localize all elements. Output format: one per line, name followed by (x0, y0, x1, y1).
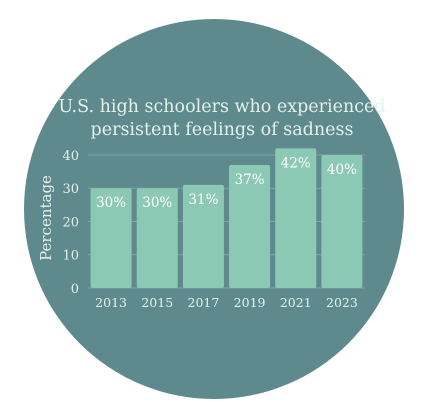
y-tick-label: 0 (71, 282, 79, 297)
x-tick-label: 2023 (326, 295, 358, 310)
bar-2021 (275, 148, 317, 288)
bar-2013 (90, 188, 132, 288)
bar-value-label: 42% (281, 155, 311, 171)
chart-title-line-1: U.S. high schoolers who experienced (58, 97, 385, 117)
x-tick-label: 2021 (280, 295, 312, 310)
y-tick-label: 30 (62, 182, 79, 197)
bar-2017 (182, 184, 224, 288)
y-axis-label: Percentage (37, 175, 55, 261)
bar-value-label: 30% (142, 195, 172, 211)
y-tick-label: 40 (62, 149, 79, 164)
x-tick-label: 2017 (188, 295, 220, 310)
chart-title-line-2: persistent feelings of sadness (91, 120, 354, 140)
bar-2023 (321, 154, 363, 288)
y-tick-label: 20 (62, 215, 79, 230)
bar-value-label: 30% (96, 195, 126, 211)
bar-value-label: 37% (235, 172, 265, 188)
x-tick-label: 2019 (234, 295, 266, 310)
x-tick-label: 2015 (141, 295, 173, 310)
bar-value-label: 40% (327, 162, 357, 178)
bar-2015 (136, 188, 178, 288)
bar-value-label: 31% (188, 192, 218, 208)
bar-2019 (229, 164, 271, 288)
x-tick-label: 2013 (95, 295, 127, 310)
y-tick-label: 10 (62, 249, 79, 264)
